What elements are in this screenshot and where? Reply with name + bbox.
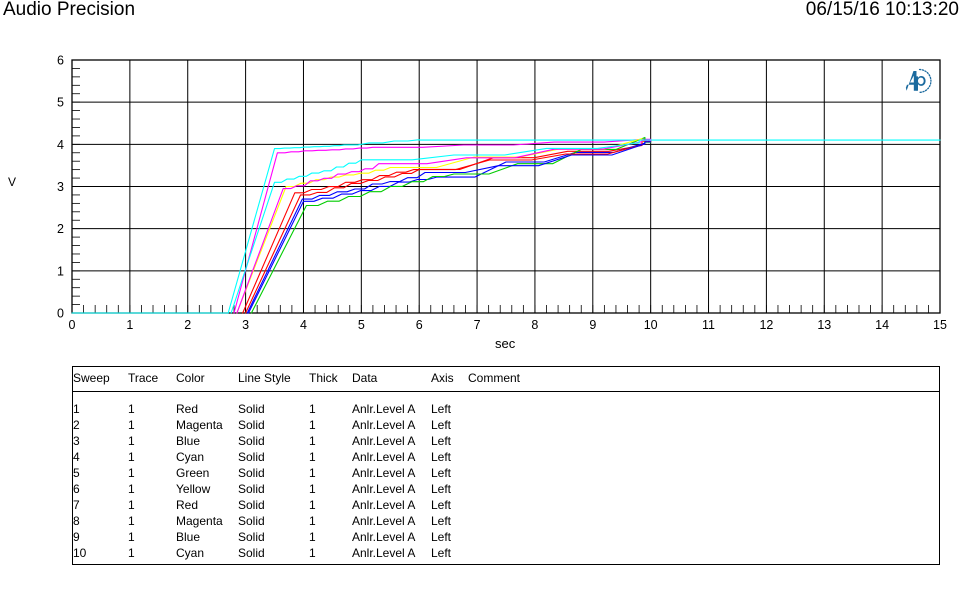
svg-text:6: 6 — [416, 318, 423, 332]
svg-text:1: 1 — [57, 264, 64, 278]
svg-text:14: 14 — [875, 318, 889, 332]
svg-text:1: 1 — [126, 318, 133, 332]
svg-text:10: 10 — [644, 318, 658, 332]
svg-text:3: 3 — [57, 180, 64, 194]
svg-text:12: 12 — [759, 318, 773, 332]
svg-text:0: 0 — [57, 307, 64, 321]
svg-text:5: 5 — [57, 96, 64, 110]
svg-text:13: 13 — [817, 318, 831, 332]
svg-text:2: 2 — [184, 318, 191, 332]
svg-text:9: 9 — [589, 318, 596, 332]
svg-text:0: 0 — [69, 318, 76, 332]
svg-text:15: 15 — [933, 318, 947, 332]
svg-text:11: 11 — [702, 318, 715, 332]
svg-text:5: 5 — [358, 318, 365, 332]
svg-text:2: 2 — [57, 222, 64, 236]
svg-text:8: 8 — [531, 318, 538, 332]
svg-text:4: 4 — [57, 138, 64, 152]
svg-text:7: 7 — [474, 318, 481, 332]
svg-text:3: 3 — [242, 318, 249, 332]
svg-text:4: 4 — [300, 318, 307, 332]
svg-text:6: 6 — [57, 54, 64, 68]
